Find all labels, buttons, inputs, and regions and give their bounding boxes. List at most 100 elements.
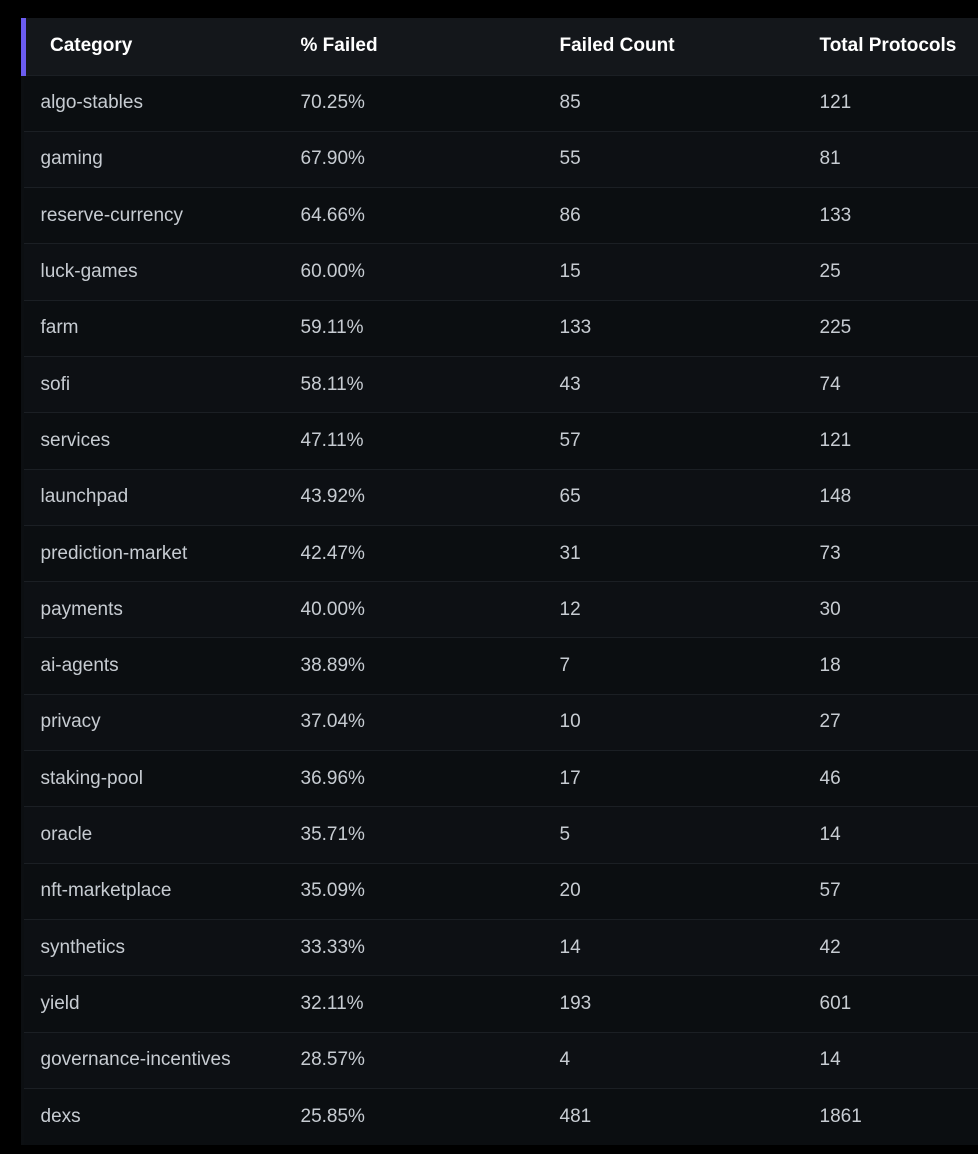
- cell-failed-count: 20: [559, 880, 581, 902]
- cell-failed-count: 4: [559, 1049, 571, 1071]
- header-total-protocols[interactable]: Total Protocols: [819, 35, 957, 57]
- cell-percent-failed: 40.00%: [300, 598, 365, 620]
- cell-total-protocols: 133: [819, 204, 852, 226]
- table-row: staking-pool 36.96% 17 46: [23, 750, 978, 807]
- failure-table-container: Category % Failed Failed Count Total Pro…: [21, 18, 978, 1145]
- cell-percent-failed: 67.90%: [300, 148, 365, 170]
- cell-percent-failed: 42.47%: [300, 542, 365, 564]
- cell-total-protocols: 25: [819, 261, 841, 283]
- table-header: Category % Failed Failed Count Total Pro…: [21, 18, 978, 75]
- cell-percent-failed: 33.33%: [300, 936, 365, 958]
- cell-failed-count: 31: [559, 542, 581, 564]
- cell-category: sofi: [40, 373, 71, 395]
- cell-failed-count: 10: [559, 711, 581, 733]
- cell-total-protocols: 27: [819, 711, 841, 733]
- cell-category: services: [40, 429, 111, 451]
- cell-percent-failed: 36.96%: [300, 767, 365, 789]
- table-row: dexs 25.85% 481 1861: [23, 1088, 978, 1145]
- table-row: algo-stables 70.25% 85 121: [23, 75, 978, 132]
- cell-failed-count: 43: [559, 373, 581, 395]
- cell-percent-failed: 35.71%: [300, 824, 365, 845]
- cell-failed-count: 57: [559, 429, 581, 451]
- header-percent-failed[interactable]: % Failed: [300, 35, 378, 57]
- cell-total-protocols: 225: [819, 317, 852, 339]
- cell-category: oracle: [40, 824, 93, 845]
- cell-total-protocols: 18: [819, 655, 841, 677]
- cell-category: prediction-market: [40, 542, 188, 564]
- table-row: services 47.11% 57 121: [23, 412, 978, 470]
- table-row: payments 40.00% 12 30: [23, 581, 978, 638]
- cell-percent-failed: 47.11%: [300, 429, 364, 451]
- cell-total-protocols: 121: [819, 92, 852, 114]
- cell-failed-count: 133: [559, 317, 592, 339]
- cell-category: synthetics: [40, 936, 125, 958]
- cell-category: luck-games: [40, 261, 138, 283]
- table-row: reserve-currency 64.66% 86 133: [23, 187, 978, 244]
- cell-category: nft-marketplace: [40, 880, 172, 902]
- cell-category: launchpad: [40, 486, 129, 508]
- header-category[interactable]: Category: [21, 18, 283, 75]
- cell-percent-failed: 60.00%: [300, 261, 365, 283]
- cell-category: governance-incentives: [40, 1049, 231, 1071]
- cell-total-protocols: 46: [819, 767, 841, 789]
- table-row: sofi 58.11% 43 74: [23, 356, 978, 413]
- table-body: algo-stables 70.25% 85 121 gaming 67.90% 55 81 r…: [23, 75, 978, 1145]
- cell-category: staking-pool: [40, 767, 143, 789]
- cell-percent-failed: 35.09%: [300, 880, 365, 902]
- cell-percent-failed: 64.66%: [300, 204, 365, 226]
- cell-failed-count: 85: [559, 92, 581, 114]
- cell-percent-failed: 38.89%: [300, 655, 365, 677]
- cell-total-protocols: 148: [819, 486, 852, 508]
- cell-category: reserve-currency: [40, 204, 184, 226]
- table-row: farm 59.11% 133 225: [23, 300, 978, 357]
- cell-category: farm: [40, 317, 79, 339]
- cell-category: ai-agents: [40, 655, 119, 677]
- table-row: oracle 35.71% 5 14: [23, 806, 978, 864]
- table-row: luck-games 60.00% 15 25: [23, 243, 978, 301]
- cell-total-protocols: 81: [819, 148, 841, 170]
- cell-failed-count: 14: [559, 936, 581, 958]
- cell-failed-count: 15: [559, 261, 581, 283]
- cell-total-protocols: 42: [819, 936, 841, 958]
- table-row: nft-marketplace 35.09% 20 57: [23, 863, 978, 920]
- cell-percent-failed: 25.85%: [300, 1105, 365, 1127]
- cell-category: payments: [40, 598, 123, 620]
- cell-failed-count: 193: [559, 992, 592, 1014]
- cell-percent-failed: 32.11%: [300, 992, 364, 1014]
- cell-total-protocols: 121: [819, 429, 852, 451]
- cell-percent-failed: 28.57%: [300, 1049, 365, 1071]
- cell-failed-count: 86: [559, 204, 581, 226]
- table-row: synthetics 33.33% 14 42: [23, 919, 978, 976]
- table-row: governance-incentives 28.57% 4 14: [23, 1032, 978, 1089]
- cell-percent-failed: 59.11%: [300, 317, 364, 339]
- cell-failed-count: 5: [559, 824, 571, 845]
- cell-total-protocols: 73: [819, 542, 841, 564]
- cell-failed-count: 55: [559, 148, 581, 170]
- cell-total-protocols: 30: [819, 598, 841, 620]
- table-row: gaming 67.90% 55 81: [23, 131, 978, 188]
- table-row: prediction-market 42.47% 31 73: [23, 525, 978, 582]
- cell-category: yield: [40, 992, 80, 1014]
- cell-failed-count: 481: [559, 1105, 592, 1127]
- cell-failed-count: 65: [559, 486, 581, 508]
- table-row: yield 32.11% 193 601: [23, 975, 978, 1033]
- cell-total-protocols: 57: [819, 880, 841, 902]
- table-row: privacy 37.04% 10 27: [23, 694, 978, 751]
- cell-total-protocols: 601: [819, 992, 852, 1014]
- cell-category: algo-stables: [40, 92, 143, 114]
- header-failed-count[interactable]: Failed Count: [559, 35, 675, 57]
- failure-table: Category % Failed Failed Count Total Pro…: [21, 18, 978, 1145]
- table-row: launchpad 43.92% 65 148: [23, 469, 978, 526]
- cell-category: gaming: [40, 148, 103, 170]
- cell-percent-failed: 43.92%: [300, 486, 365, 508]
- cell-total-protocols: 14: [819, 824, 841, 845]
- cell-percent-failed: 70.25%: [300, 92, 365, 114]
- cell-category: privacy: [40, 711, 101, 733]
- cell-percent-failed: 37.04%: [300, 711, 365, 733]
- cell-total-protocols: 1861: [819, 1105, 862, 1127]
- cell-percent-failed: 58.11%: [300, 373, 364, 395]
- cell-failed-count: 17: [559, 767, 581, 789]
- cell-failed-count: 12: [559, 598, 581, 620]
- cell-total-protocols: 74: [819, 373, 841, 395]
- cell-category: dexs: [40, 1105, 81, 1127]
